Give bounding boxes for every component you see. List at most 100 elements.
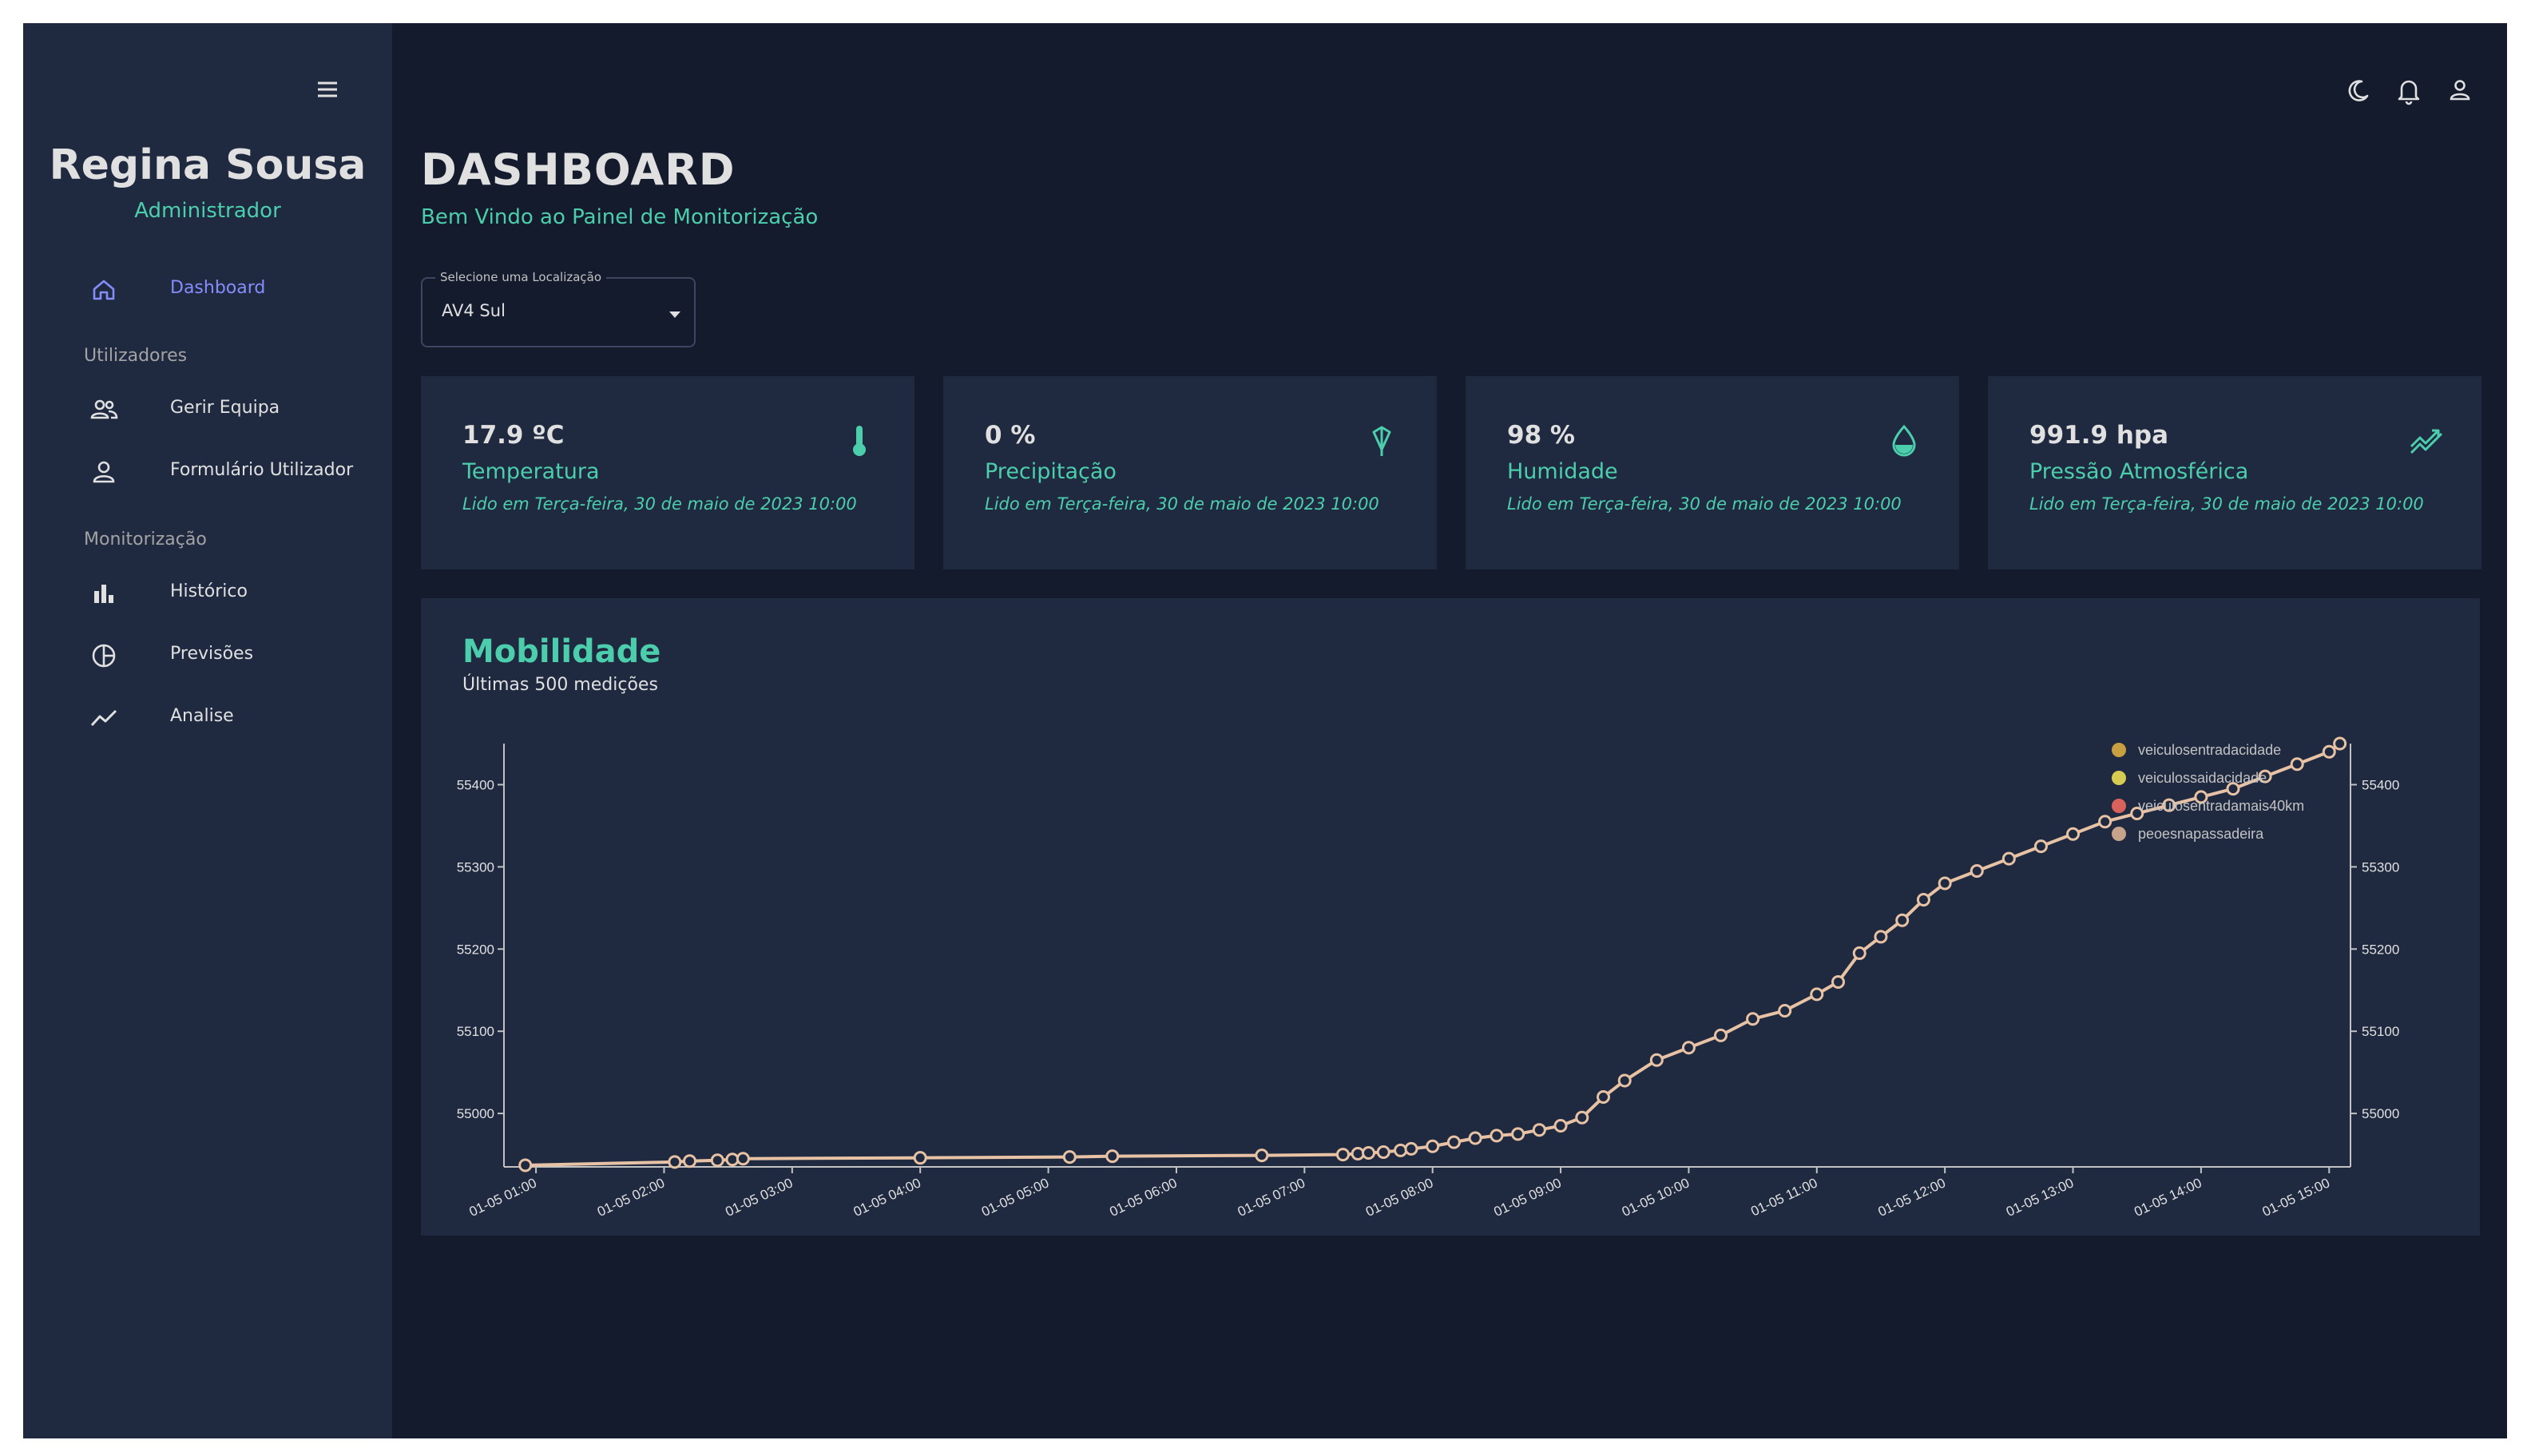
user-role: Administrador — [134, 199, 281, 223]
bar-chart-icon — [87, 577, 121, 610]
user-icon[interactable] — [2444, 74, 2476, 106]
x-tick-label: 01-05 13:00 — [2004, 1175, 2076, 1220]
thermometer-icon — [839, 421, 879, 461]
legend-label: veiculossaidacidade — [2138, 770, 2267, 786]
data-point — [1810, 987, 1824, 1002]
data-point — [1361, 1146, 1375, 1160]
data-point — [1778, 1003, 1792, 1018]
legend-marker — [2112, 827, 2126, 841]
mobility-line-chart: 55000 55000 55100 55100 55200 55200 55300 55300… — [457, 736, 2399, 1220]
data-point — [736, 1152, 750, 1166]
data-point — [1617, 1073, 1632, 1088]
data-point — [2130, 806, 2144, 820]
data-point — [1532, 1123, 1546, 1137]
water-drop-icon — [1884, 421, 1924, 461]
data-point — [1597, 1090, 1611, 1105]
dark-mode-icon[interactable] — [2343, 74, 2374, 106]
stat-timestamp: Lido em Terça-feira, 30 de maio de 2023 … — [2029, 494, 2424, 514]
x-tick-label: 01-05 03:00 — [723, 1175, 795, 1220]
y-tick-label-right: 55400 — [2362, 777, 2399, 792]
x-tick-label: 01-05 10:00 — [1620, 1175, 1692, 1220]
stat-timestamp: Lido em Terça-feira, 30 de maio de 2023 … — [1507, 494, 1902, 514]
mobility-chart-card: Mobilidade Últimas 500 medições 55000 550… — [421, 598, 2480, 1236]
notifications-icon[interactable] — [2393, 74, 2425, 106]
data-point — [2322, 744, 2336, 759]
legend-label: veiculosentradamais40km — [2138, 798, 2304, 814]
y-tick-label: 55300 — [457, 859, 494, 875]
timeline-icon — [87, 701, 121, 735]
x-tick-label: 01-05 01:00 — [467, 1175, 539, 1220]
sidebar-item-label: Gerir Equipa — [170, 398, 280, 418]
data-point — [1394, 1143, 1408, 1157]
y-tick-label: 55400 — [457, 777, 494, 792]
data-point — [1746, 1012, 1760, 1026]
series-line-veiculosentradacidade — [525, 742, 2341, 1167]
x-tick-label: 01-05 15:00 — [2260, 1175, 2332, 1220]
stat-value: 98 % — [1507, 421, 1575, 450]
page-title: DASHBOARD — [421, 145, 736, 195]
data-point — [2001, 851, 2016, 866]
section-utilizadores: Utilizadores — [84, 346, 188, 366]
stat-label: Temperatura — [462, 459, 600, 484]
sidebar-item-label: Histórico — [170, 581, 248, 601]
stat-label: Pressão Atmosférica — [2029, 459, 2249, 484]
data-point — [1404, 1141, 1418, 1156]
sidebar-item-historico[interactable]: Histórico — [87, 569, 375, 617]
data-point — [1335, 1148, 1350, 1162]
sidebar-item-label: Dashboard — [170, 278, 266, 298]
data-point — [725, 1153, 740, 1167]
home-icon — [87, 273, 121, 307]
chart-subtitle: Últimas 500 medições — [462, 675, 658, 695]
sidebar-item-analise[interactable]: Analise — [87, 694, 375, 742]
x-tick-label: 01-05 04:00 — [851, 1175, 923, 1220]
stat-timestamp: Lido em Terça-feira, 30 de maio de 2023 … — [985, 494, 1379, 514]
data-point — [2226, 782, 2240, 796]
location-select-label: Selecione uma Localização — [435, 270, 607, 284]
sidebar-item-formulario-utilizador[interactable]: Formulário Utilizador — [87, 448, 375, 496]
data-point — [1446, 1135, 1461, 1149]
x-tick-label: 01-05 07:00 — [1236, 1175, 1307, 1220]
sidebar-item-dashboard[interactable]: Dashboard — [87, 266, 375, 314]
sidebar-item-label: Analise — [170, 706, 234, 726]
pie-chart-icon — [87, 639, 121, 672]
menu-icon[interactable] — [307, 69, 347, 109]
stat-label: Humidade — [1507, 459, 1618, 484]
data-point — [1970, 864, 1984, 879]
data-point — [1511, 1127, 1525, 1141]
data-point — [2333, 736, 2347, 751]
stat-card-pressao: 991.9 hpa Pressão Atmosférica Lido em Te… — [1988, 376, 2481, 569]
page-subtitle: Bem Vindo ao Painel de Monitorização — [421, 205, 819, 229]
y-tick-label: 55100 — [457, 1024, 494, 1039]
sidebar-item-previsoes[interactable]: Previsões — [87, 632, 375, 680]
location-select[interactable]: Selecione uma Localização AV4 Sul — [421, 270, 696, 347]
data-point — [1874, 930, 1888, 944]
data-point — [1426, 1139, 1440, 1153]
data-point — [1376, 1145, 1390, 1159]
user-name: Regina Sousa — [49, 141, 367, 189]
sidebar-item-gerir-equipa[interactable]: Gerir Equipa — [87, 386, 375, 434]
person-icon — [87, 455, 121, 489]
section-monitorizacao: Monitorização — [84, 530, 207, 549]
y-tick-label-right: 55100 — [2362, 1024, 2399, 1039]
data-point — [2194, 790, 2208, 804]
data-point — [2290, 757, 2304, 772]
data-point — [518, 1158, 533, 1172]
legend-marker — [2112, 743, 2126, 757]
location-select-value: AV4 Sul — [442, 301, 506, 320]
data-point — [710, 1153, 724, 1168]
data-point — [668, 1155, 682, 1169]
sidebar: Regina Sousa Administrador Dashboard Uti… — [23, 23, 392, 1438]
data-point — [1649, 1053, 1664, 1067]
stat-card-precipitacao: 0 % Precipitação Lido em Terça-feira, 30… — [943, 376, 1437, 569]
data-point — [1468, 1131, 1482, 1145]
data-point — [1852, 946, 1866, 960]
x-tick-label: 01-05 09:00 — [1491, 1175, 1563, 1220]
stat-card-humidade: 98 % Humidade Lido em Terça-feira, 30 de… — [1466, 376, 1959, 569]
stat-card-temperatura: 17.9 ºC Temperatura Lido em Terça-feira,… — [421, 376, 914, 569]
stat-value: 0 % — [985, 421, 1036, 450]
app-window: Regina Sousa Administrador Dashboard Uti… — [23, 23, 2507, 1438]
dropdown-arrow-icon — [667, 307, 683, 318]
x-tick-label: 01-05 11:00 — [1748, 1175, 1819, 1219]
legend-label: veiculosentradacidade — [2138, 742, 2281, 758]
data-point — [1681, 1041, 1696, 1055]
